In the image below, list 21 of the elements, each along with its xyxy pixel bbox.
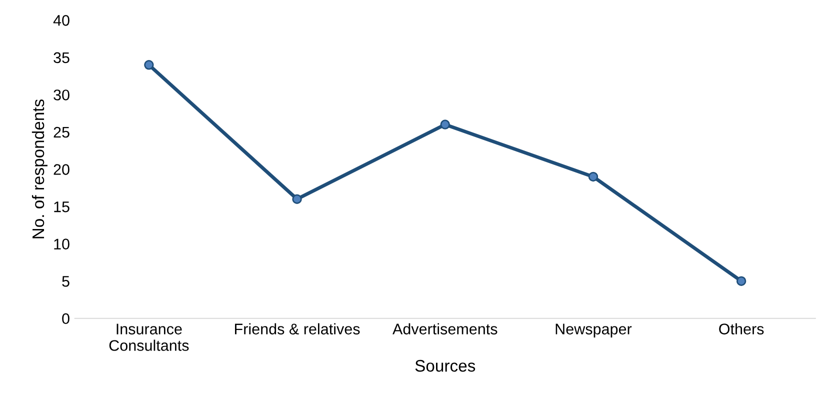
- y-tick-label: 25: [54, 126, 70, 138]
- y-axis-title: No. of respondents: [32, 99, 48, 238]
- y-tick-label: 20: [54, 164, 70, 175]
- point: [588, 172, 598, 182]
- x-tick-label: Friends & relatives: [235, 323, 360, 334]
- point: [144, 60, 154, 70]
- y-tick-label: 10: [54, 238, 70, 250]
- x-tick-label: Newspaper: [556, 324, 632, 338]
- x-tick-label: Insurance Consultants: [109, 324, 189, 351]
- x-tick-label: Others: [719, 323, 764, 334]
- x-tick-label: Advertisements: [392, 323, 498, 334]
- point: [292, 194, 302, 204]
- y-tick-label: 35: [54, 52, 70, 64]
- y-tick-label: 15: [54, 202, 70, 212]
- y-tick-label: 0: [62, 313, 70, 324]
- point: [440, 120, 450, 130]
- x-axis-title: Sources: [415, 360, 476, 372]
- y-tick-label: 30: [54, 90, 70, 100]
- point: [736, 276, 746, 286]
- y-tick-label: 40: [53, 15, 70, 26]
- y-tick-label: 5: [62, 276, 70, 287]
